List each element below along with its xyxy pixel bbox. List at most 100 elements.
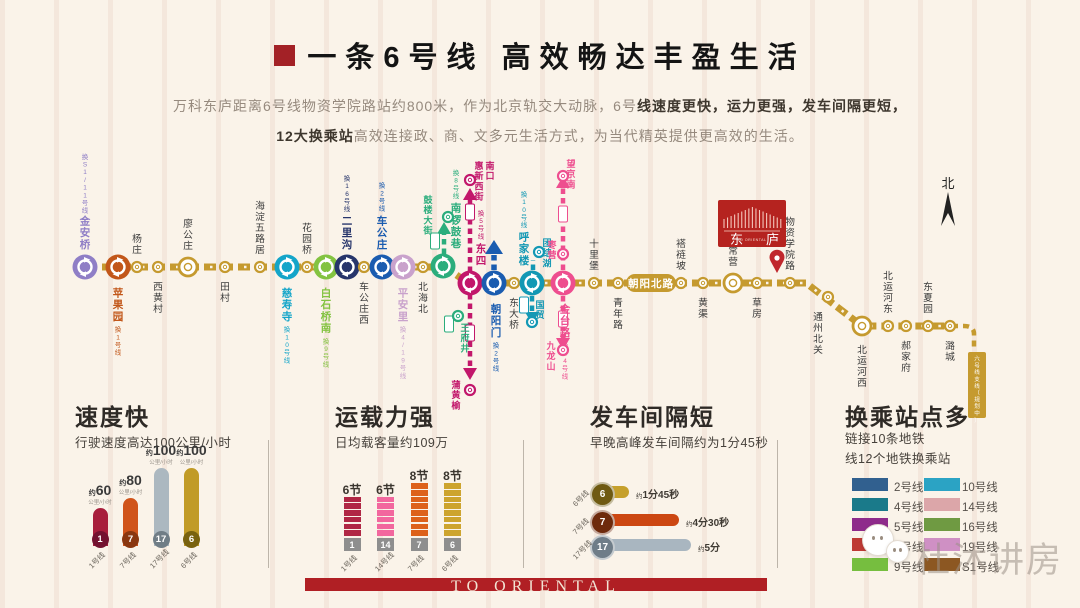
train-car-segment: [444, 483, 461, 489]
train-car-segment: [377, 510, 394, 516]
legend-label-5号线: 5号线: [894, 522, 924, 534]
capacity-cars-1号线: 6节: [342, 482, 362, 497]
train-car-segment: [444, 496, 461, 503]
watermark: 杜沐讲房: [862, 524, 1063, 583]
title-bullet-square: [274, 44, 296, 66]
speed-line-label-7号线: 7号线: [117, 550, 138, 571]
speed-line-label-6号线: 6号线: [178, 550, 199, 571]
train-car-segment: [410, 483, 428, 489]
capacity-line-badge-1号线: 1: [343, 538, 361, 551]
train-car-segment: [444, 523, 461, 530]
interval-line-badge-17号线: 17: [590, 534, 615, 560]
legend-swatch-9号线: [852, 558, 888, 571]
intro-line-2-normal: 高效连接政、商、文多元生活方式，为当代精英提供更高效的生活。: [353, 128, 804, 144]
train-car-segment: [343, 530, 361, 536]
interval-line-label-7号线: 7号线: [570, 516, 591, 537]
capacity-bar-1号线: [343, 496, 361, 537]
panel-speed-subtitle: 行驶速度高达100公里/小时: [75, 436, 232, 450]
capacity-line-label-14号线: 14号线: [372, 550, 396, 574]
interval-bar-17号线: [593, 539, 691, 551]
legend-swatch-19号线: [924, 538, 960, 551]
train-car-segment: [410, 516, 428, 523]
speed-line-badge-17号线: 17: [152, 531, 170, 548]
legend-label-19号线: 19号线: [962, 542, 998, 554]
panel-transfer-subtitle-2: 线12个地铁换乘站: [845, 452, 951, 466]
train-car-segment: [343, 503, 361, 510]
speed-value-7号线: 约80 公里/小时: [118, 472, 143, 496]
legend-label-2号线: 2号线: [894, 482, 924, 494]
interval-value-6号线: 约1分45秒: [636, 490, 680, 501]
footer-banner: TO ORIENTAL: [305, 578, 767, 595]
capacity-line-label-6号线: 6号线: [439, 553, 460, 574]
footer-banner-text: TO ORIENTAL: [451, 578, 621, 595]
panel-divider: [777, 440, 778, 568]
intro-line-2-bold: 12大换乘站: [276, 128, 354, 144]
train-car-segment: [444, 490, 461, 496]
legend-swatch-16号线: [924, 518, 960, 531]
legend-label-4号线: 4号线: [894, 502, 924, 514]
intro-line-2: 12大换乘站高效连接政、商、文多元生活方式，为当代精英提供更高效的生活。: [0, 126, 1080, 146]
chat-bubble-icon-small: [886, 540, 909, 563]
interval-value-17号线: 约5分: [698, 543, 721, 554]
intro-line-1: 万科东庐距离6号线物资学院路站约800米，作为北京轨交大动脉，6号线速度更快，运…: [0, 96, 1080, 116]
train-car-segment: [377, 516, 394, 523]
train-car-segment: [410, 510, 428, 516]
legend-label-10号线: 10号线: [962, 482, 998, 494]
speed-value-17号线: 约100 公里/小时: [145, 442, 177, 466]
train-car-segment: [343, 523, 361, 530]
speed-bar-17号线: [153, 468, 169, 546]
interval-value-7号线: 约4分30秒: [686, 518, 730, 529]
header: 一条6号线 高效畅达丰盈生活: [0, 34, 1080, 76]
train-car-segment: [410, 503, 428, 510]
panel-capacity-title: 运载力强: [335, 404, 435, 430]
speed-bar-6号线: [184, 468, 199, 546]
train-car-segment: [444, 503, 461, 510]
capacity-line-badge-7号线: 7: [410, 538, 428, 551]
legend-label-S1号线: S1号线: [962, 562, 1000, 574]
panel-transfer-title: 换乘站点多: [845, 404, 970, 430]
intro-line-1-bold: 线速度更快，运力更强，发车间隔更短，: [636, 98, 907, 114]
interval-line-label-6号线: 6号线: [570, 488, 591, 509]
panel-divider: [268, 440, 269, 568]
train-car-segment: [410, 530, 428, 536]
legend-swatch-2号线: [852, 478, 888, 491]
train-car-segment: [343, 510, 361, 516]
legend-label-9号线: 9号线: [894, 562, 924, 574]
capacity-line-label-7号线: 7号线: [405, 553, 426, 574]
capacity-bar-14号线: [377, 496, 394, 537]
train-car-segment: [444, 510, 461, 516]
speed-line-label-17号线: 17号线: [147, 547, 171, 571]
train-car-segment: [377, 523, 394, 530]
train-car-segment: [343, 516, 361, 523]
capacity-cars-6号线: 8节: [443, 469, 462, 484]
panel-interval-subtitle: 早晚高峰发车间隔约为1分45秒: [590, 436, 769, 450]
speed-value-6号线: 约100 公里/小时: [176, 442, 207, 466]
speed-line-badge-7号线: 7: [122, 531, 139, 548]
panel-speed-title: 速度快: [75, 404, 150, 430]
capacity-line-label-1号线: 1号线: [338, 553, 359, 574]
legend-swatch-S1号线: [924, 558, 960, 571]
panel-transfer-subtitle-1: 链接10条地铁: [845, 432, 925, 446]
interval-line-badge-6号线: 6: [590, 481, 615, 507]
capacity-bar-6号线: [444, 483, 461, 537]
watermark-text: 杜沐讲房: [915, 541, 1064, 580]
capacity-line-badge-14号线: 14: [377, 538, 394, 551]
legend-label-14号线: 14号线: [962, 502, 998, 514]
panel-interval-title: 发车间隔短: [590, 404, 715, 430]
train-car-segment: [377, 496, 394, 503]
speed-line-label-1号线: 1号线: [86, 550, 107, 571]
panel-divider: [523, 440, 524, 568]
legend-label-16号线: 16号线: [962, 522, 998, 534]
train-car-segment: [410, 496, 428, 503]
panel-capacity-subtitle: 日均载客量约109万: [335, 436, 449, 450]
intro-line-1-normal: 万科东庐距离6号线物资学院路站约800米，作为北京轨交大动脉，6号: [173, 98, 637, 114]
train-car-segment: [410, 523, 428, 530]
train-car-segment: [343, 496, 361, 503]
train-car-segment: [377, 503, 394, 510]
legend-swatch-10号线: [924, 478, 960, 491]
train-car-segment: [410, 490, 428, 496]
legend-swatch-14号线: [924, 498, 960, 511]
page-title: 一条6号线 高效畅达丰盈生活: [307, 42, 806, 74]
